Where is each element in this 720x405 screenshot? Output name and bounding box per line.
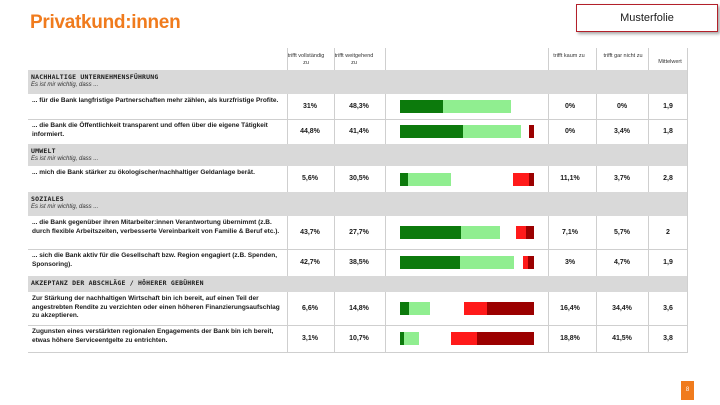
bar-kaum bbox=[450, 332, 478, 345]
col-header-gar-nicht: trifft gar nicht zu bbox=[603, 53, 643, 59]
bar-vollstaendig bbox=[400, 226, 462, 239]
weitgehend-value: 14,8% bbox=[349, 304, 369, 312]
col-header-mittelwert: Mittelwert bbox=[658, 59, 682, 65]
weitgehend-value: 41,4% bbox=[349, 127, 369, 135]
gar-nicht-value: 4,7% bbox=[614, 258, 630, 266]
vollstaendig-value: 42,7% bbox=[300, 258, 320, 266]
bar-gar-nicht bbox=[528, 172, 534, 186]
weitgehend-value: 38,5% bbox=[349, 258, 369, 266]
bar-vollstaendig bbox=[400, 125, 463, 138]
bar-weitgehend bbox=[409, 302, 430, 315]
kaum-value: 7,1% bbox=[562, 228, 578, 236]
weitgehend-value: 48,3% bbox=[349, 102, 369, 110]
mean-value: 1,9 bbox=[663, 258, 673, 266]
page-number: 8 bbox=[681, 381, 694, 400]
bar-gar-nicht bbox=[529, 125, 534, 138]
bar-weitgehend bbox=[407, 172, 451, 186]
section-subtitle: Es ist mir wichtig, dass ... bbox=[31, 156, 99, 162]
section-title: UMWELT bbox=[31, 147, 56, 155]
bar-weitgehend bbox=[443, 100, 511, 113]
bar-gar-nicht bbox=[486, 302, 534, 315]
bar-vollstaendig bbox=[400, 332, 405, 345]
gar-nicht-value: 0% bbox=[616, 102, 628, 110]
row-label: Zur Stärkung der nachhaltigen Wirtschaft… bbox=[32, 295, 280, 319]
row-label: ... die Bank die Öffentlichkeit transpar… bbox=[32, 122, 268, 138]
mean-value: 3,6 bbox=[663, 304, 673, 312]
kaum-value: 0% bbox=[564, 127, 576, 135]
gar-nicht-value: 34,4% bbox=[612, 304, 632, 312]
section-header: AKZEPTANZ DER ABSCHLÄGE / HÖHERER GEBÜHR… bbox=[28, 276, 687, 292]
muster-badge: Musterfolie bbox=[576, 4, 718, 32]
mean-value: 3,8 bbox=[663, 334, 673, 342]
kaum-value: 11,1% bbox=[560, 175, 580, 182]
bar-kaum bbox=[516, 226, 527, 239]
section-title: AKZEPTANZ DER ABSCHLÄGE / HÖHERER GEBÜHR… bbox=[31, 279, 204, 287]
weitgehend-value: 10,7% bbox=[349, 334, 369, 342]
vollstaendig-value: 43,7% bbox=[300, 228, 320, 236]
row-divider bbox=[28, 249, 687, 250]
kaum-value: 18,8% bbox=[560, 334, 580, 342]
row-label: Zugunsten eines verstärkten regionalen E… bbox=[32, 328, 274, 344]
row-divider bbox=[28, 325, 687, 326]
section-header: SOZIALES Es ist mir wichtig, dass ... bbox=[28, 192, 687, 216]
vollstaendig-value: 5,6% bbox=[302, 175, 318, 182]
bar-gar-nicht bbox=[526, 226, 534, 239]
section-title: SOZIALES bbox=[31, 195, 64, 203]
row-divider bbox=[28, 119, 687, 120]
section-header: UMWELT Es ist mir wichtig, dass ... bbox=[28, 144, 687, 166]
col-header-vollstaendig: trifft vollständig zu bbox=[287, 53, 325, 66]
vollstaendig-value: 6,6% bbox=[302, 304, 318, 312]
vollstaendig-value: 31% bbox=[302, 102, 317, 110]
row-divider bbox=[28, 352, 687, 353]
row-label: ... mich die Bank stärker zu ökologische… bbox=[32, 169, 255, 176]
bar-kaum bbox=[523, 256, 528, 269]
gar-nicht-value: 41,5% bbox=[612, 334, 632, 342]
col-header-kaum: trifft kaum zu bbox=[553, 53, 585, 59]
vollstaendig-value: 3,1% bbox=[302, 334, 318, 342]
bar-weitgehend bbox=[404, 332, 420, 345]
page-title: Privatkund:innen bbox=[30, 12, 181, 33]
bar-gar-nicht bbox=[477, 332, 534, 345]
bar-weitgehend bbox=[462, 125, 521, 138]
bar-kaum bbox=[463, 302, 487, 315]
bar-vollstaendig bbox=[400, 100, 444, 113]
gar-nicht-value: 5,7% bbox=[614, 228, 630, 236]
bar-gar-nicht bbox=[527, 256, 534, 269]
col-header-weitgehend: trifft weitgehend zu bbox=[334, 53, 374, 66]
mean-value: 1,8 bbox=[663, 127, 673, 135]
gar-nicht-value: 3,4% bbox=[614, 127, 630, 135]
vollstaendig-value: 44,8% bbox=[300, 127, 320, 135]
kaum-value: 0% bbox=[564, 102, 576, 110]
mean-value: 2 bbox=[666, 228, 670, 236]
bar-weitgehend bbox=[459, 256, 514, 269]
kaum-value: 16,4% bbox=[560, 304, 580, 312]
bar-vollstaendig bbox=[400, 172, 408, 186]
row-label: ... für die Bank langfristige Partnersch… bbox=[32, 97, 279, 104]
weitgehend-value: 27,7% bbox=[349, 228, 369, 236]
mean-value: 1,9 bbox=[663, 102, 673, 110]
row-label: ... die Bank gegenüber ihren Mitarbeiter… bbox=[32, 219, 280, 235]
section-subtitle: Es ist mir wichtig, dass ... bbox=[31, 82, 99, 88]
grid-vline bbox=[687, 48, 688, 353]
gar-nicht-value: 3,7% bbox=[614, 175, 630, 182]
kaum-value: 3% bbox=[564, 258, 576, 266]
section-title: NACHHALTIGE UNTERNEHMENSFÜHRUNG bbox=[31, 73, 159, 81]
bar-vollstaendig bbox=[400, 256, 460, 269]
mean-value: 2,8 bbox=[663, 175, 673, 182]
bar-vollstaendig bbox=[400, 302, 410, 315]
section-header: NACHHALTIGE UNTERNEHMENSFÜHRUNG Es ist mi… bbox=[28, 70, 687, 94]
bar-weitgehend bbox=[461, 226, 500, 239]
row-label: ... sich die Bank aktiv für die Gesellsc… bbox=[32, 252, 278, 268]
section-subtitle: Es ist mir wichtig, dass ... bbox=[31, 204, 99, 210]
weitgehend-value: 30,5% bbox=[349, 175, 369, 182]
bar-kaum bbox=[513, 172, 529, 186]
